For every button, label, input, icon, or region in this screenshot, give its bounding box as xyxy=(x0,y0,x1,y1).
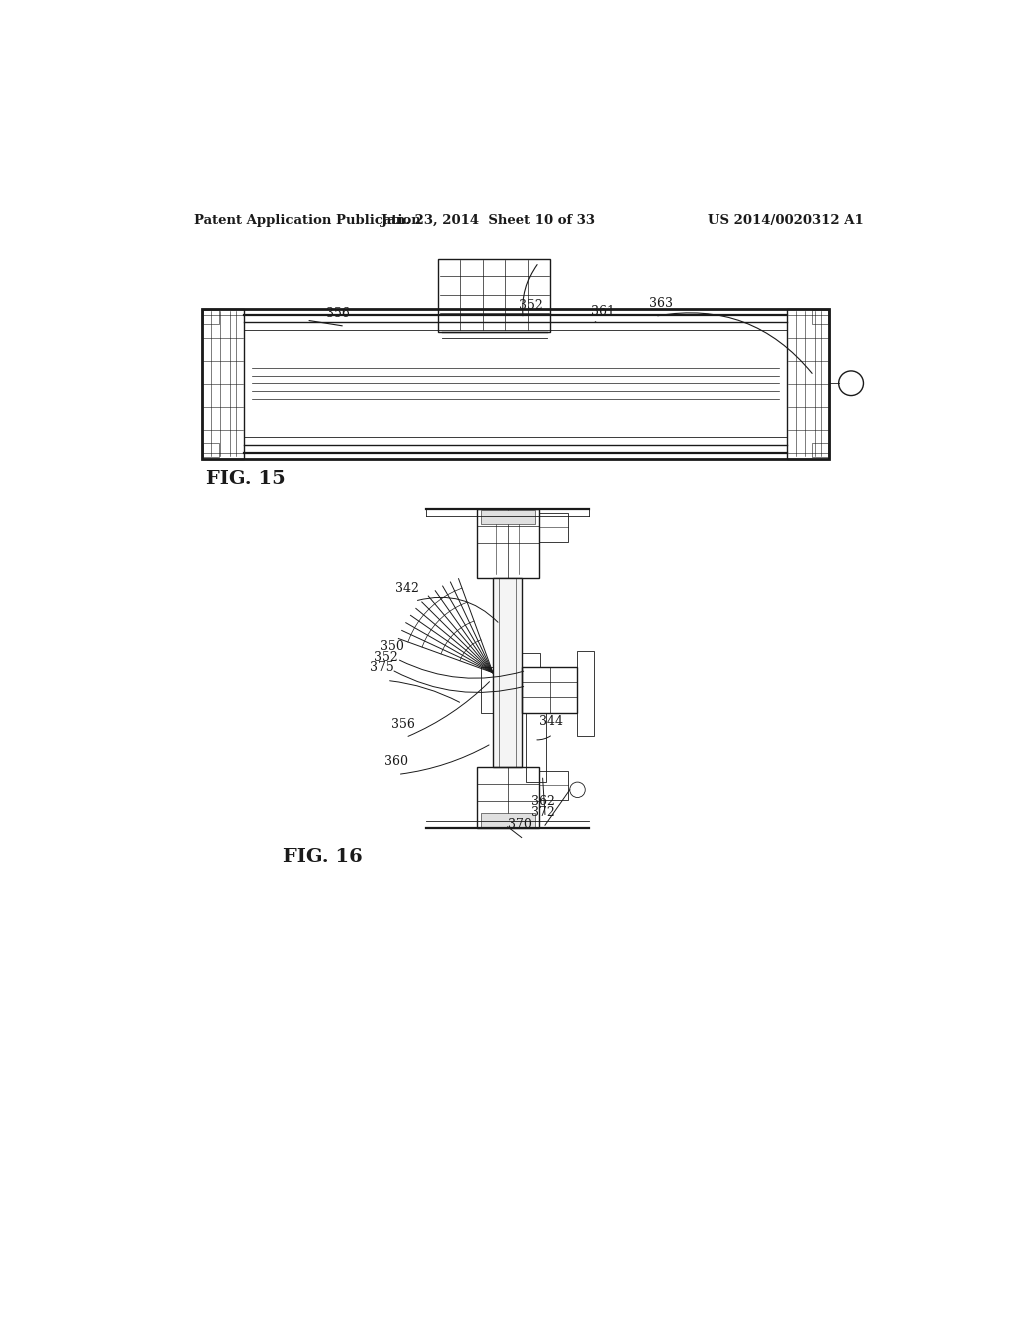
Text: 372: 372 xyxy=(531,807,555,818)
Bar xyxy=(481,667,493,713)
Bar xyxy=(786,309,829,459)
Text: 370: 370 xyxy=(508,818,531,832)
Text: 363: 363 xyxy=(649,297,673,310)
Bar xyxy=(438,259,550,331)
Bar xyxy=(522,667,577,713)
Text: 362: 362 xyxy=(531,795,555,808)
Text: Patent Application Publication: Patent Application Publication xyxy=(194,214,421,227)
Text: 342: 342 xyxy=(395,582,419,595)
Text: 352: 352 xyxy=(518,300,543,313)
Bar xyxy=(493,578,522,767)
Bar xyxy=(202,309,829,459)
Bar xyxy=(539,771,568,800)
Bar xyxy=(480,813,535,826)
Text: 350: 350 xyxy=(380,640,403,653)
Text: FIG. 16: FIG. 16 xyxy=(283,847,362,866)
Bar xyxy=(812,310,827,323)
Text: 344: 344 xyxy=(539,715,563,729)
Bar xyxy=(203,444,219,457)
Bar xyxy=(477,508,539,578)
Text: 356: 356 xyxy=(326,308,349,321)
Text: 361: 361 xyxy=(592,305,615,318)
Text: 375: 375 xyxy=(370,661,393,675)
Bar xyxy=(522,653,540,667)
Text: US 2014/0020312 A1: US 2014/0020312 A1 xyxy=(709,214,864,227)
Text: Jan. 23, 2014  Sheet 10 of 33: Jan. 23, 2014 Sheet 10 of 33 xyxy=(381,214,595,227)
Bar xyxy=(202,309,245,459)
Text: 360: 360 xyxy=(384,755,408,768)
Bar xyxy=(477,767,539,829)
Bar xyxy=(526,713,546,781)
Bar xyxy=(203,310,219,323)
Text: FIG. 15: FIG. 15 xyxy=(206,470,286,488)
Bar xyxy=(480,511,535,524)
Bar xyxy=(812,444,827,457)
Text: 352: 352 xyxy=(375,651,398,664)
Bar xyxy=(539,512,568,541)
Text: 356: 356 xyxy=(391,718,416,731)
Bar xyxy=(577,651,594,737)
